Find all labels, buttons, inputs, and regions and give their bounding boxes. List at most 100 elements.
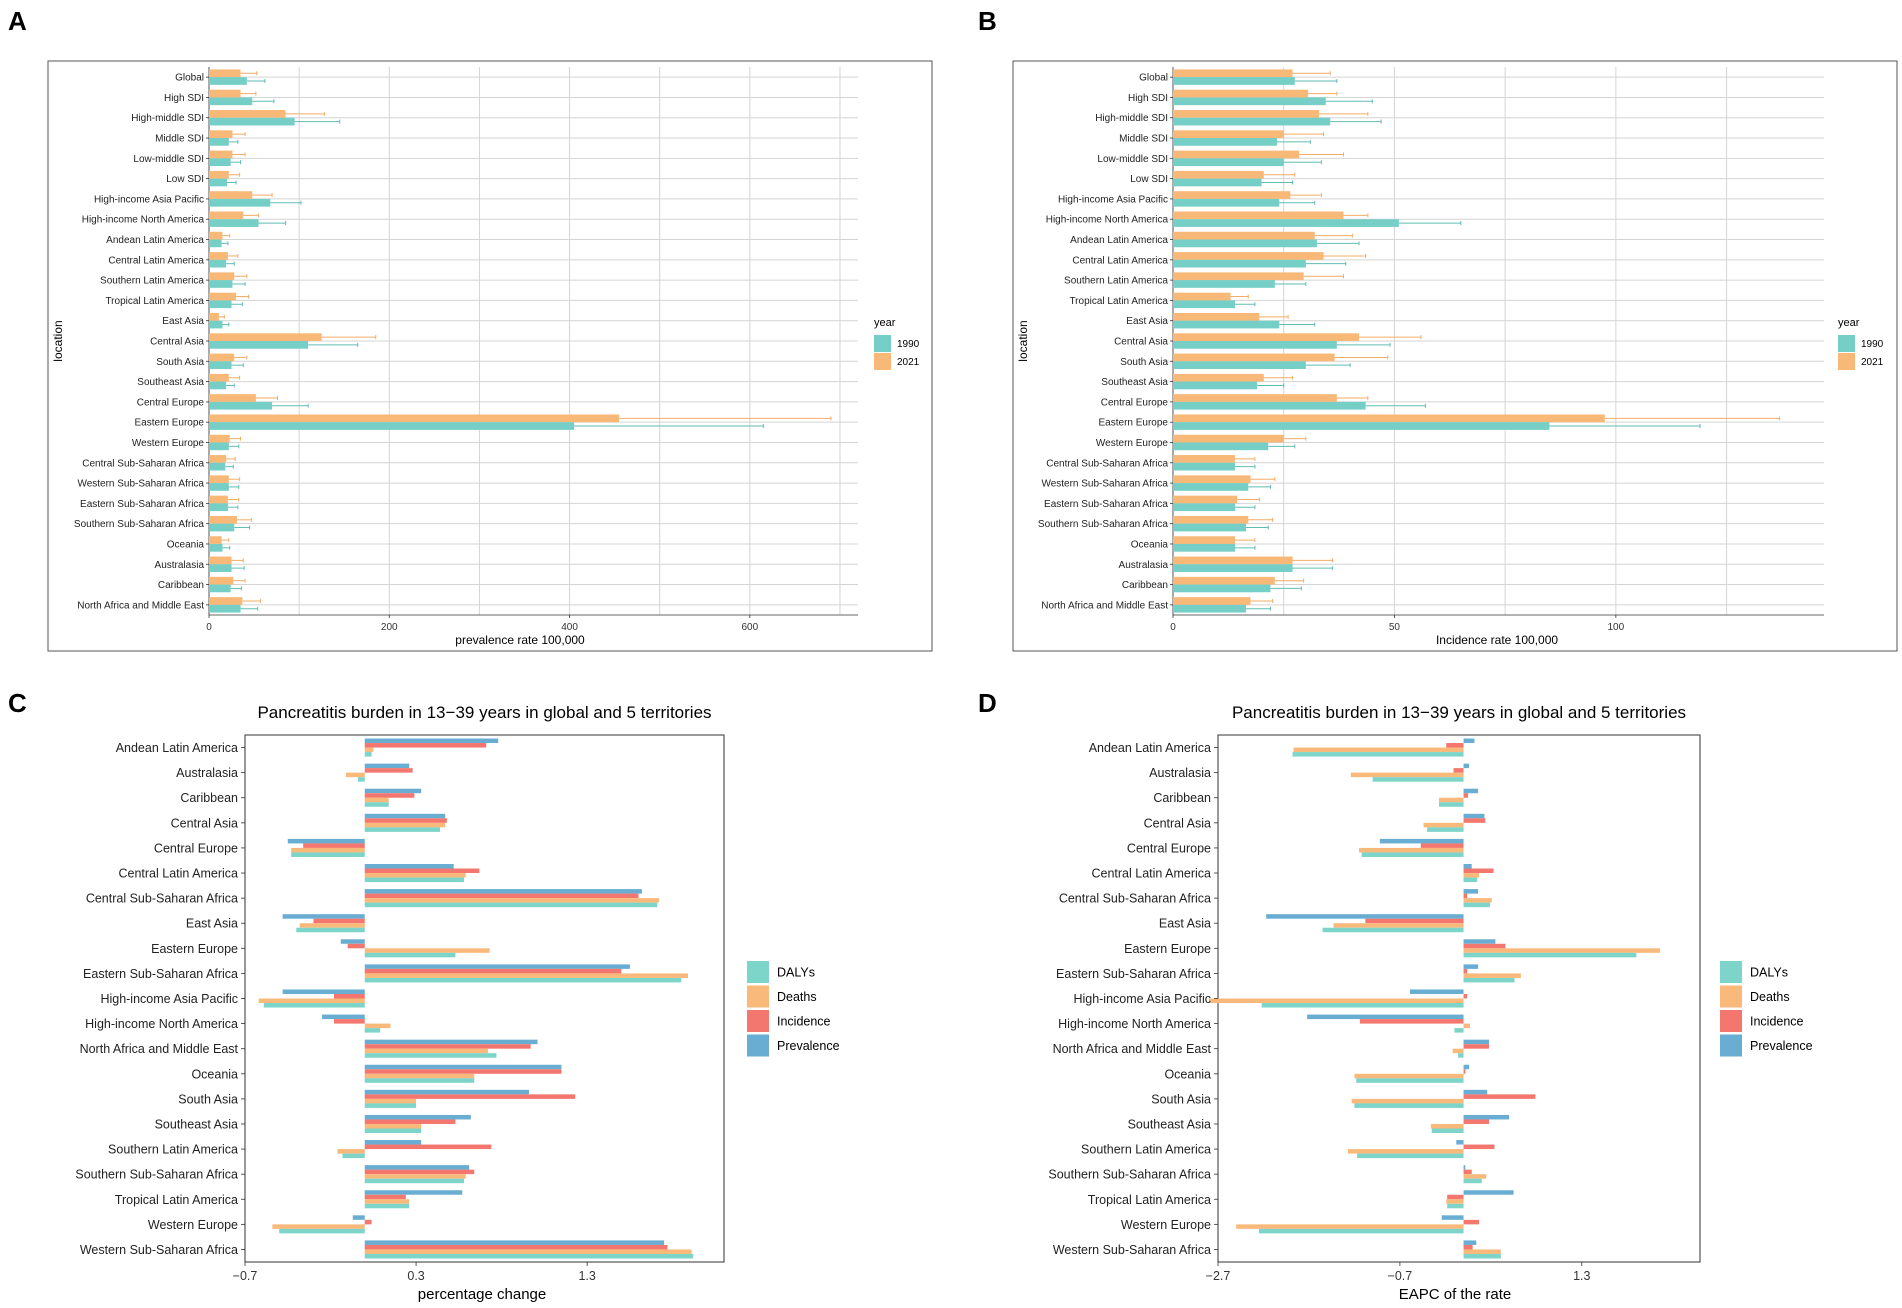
bar-2021-low-sdi — [209, 170, 229, 179]
bar-incidence-central-sub-saharan-africa — [364, 893, 639, 899]
bar-dalys-western-sub-saharan-africa — [1463, 1253, 1501, 1259]
category-label: Tropical Latin America — [105, 296, 204, 307]
bar-prevalence-southern-sub-saharan-africa — [364, 1165, 470, 1170]
category-label: North Africa and Middle East — [80, 1042, 239, 1056]
bar-deaths-oceania — [364, 1073, 475, 1079]
category-label: High-middle SDI — [131, 113, 204, 124]
bar-1990-western-europe — [209, 442, 229, 451]
bar-prevalence-central-latin-america — [364, 863, 454, 869]
bar-1990-australasia — [209, 564, 232, 572]
bar-dalys-central-sub-saharan-africa — [364, 902, 658, 908]
bar-1990-east-asia — [209, 320, 223, 329]
bar-1990-southern-latin-america — [209, 280, 233, 288]
bar-dalys-eastern-europe — [1463, 952, 1637, 958]
category-label: Eastern Europe — [1124, 942, 1211, 956]
panel-frame — [1012, 60, 1898, 652]
bar-dalys-north-africa-and-middle-east — [364, 1053, 497, 1058]
legend-label-1990: 1990 — [1861, 339, 1884, 350]
category-label: Central Europe — [1101, 397, 1169, 408]
bar-2021-central-latin-america — [209, 252, 228, 260]
bar-incidence-western-sub-saharan-africa — [364, 1244, 668, 1250]
bar-deaths-australasia — [1350, 772, 1464, 778]
bar-incidence-central-asia — [364, 818, 447, 823]
bar-prevalence-high-income-north-america — [321, 1014, 365, 1020]
bar-incidence-tropical-latin-america — [364, 1194, 406, 1200]
bar-incidence-central-asia — [1463, 818, 1486, 823]
bar-prevalence-southern-sub-saharan-africa — [1463, 1165, 1466, 1170]
panel-letter: B — [978, 6, 997, 36]
bar-2021-global — [1173, 69, 1293, 78]
bar-dalys-australasia — [357, 777, 365, 782]
x-tick-label: 600 — [741, 622, 758, 633]
category-label: High-income Asia Pacific — [100, 992, 238, 1006]
bar-2021-middle-sdi — [1173, 130, 1284, 139]
bar-deaths-central-latin-america — [364, 873, 466, 878]
bar-1990-north-africa-and-middle-east — [1173, 604, 1247, 613]
bar-1990-eastern-europe — [1173, 422, 1550, 430]
bar-deaths-central-asia — [1423, 822, 1464, 828]
bar-deaths-western-europe — [272, 1224, 365, 1229]
bar-incidence-western-europe — [364, 1219, 372, 1225]
bar-incidence-central-europe — [1420, 843, 1464, 848]
bar-2021-oceania — [209, 536, 222, 544]
category-label: Central Europe — [1127, 841, 1211, 855]
category-label: Southeast Asia — [1128, 1117, 1211, 1131]
bar-2021-low-sdi — [1173, 170, 1264, 179]
x-tick-label: 0.3 — [407, 1269, 424, 1283]
bar-1990-southern-latin-america — [1173, 280, 1275, 288]
bar-2021-high-sdi — [209, 89, 241, 98]
category-label: Low SDI — [166, 174, 204, 185]
bar-incidence-central-sub-saharan-africa — [1463, 893, 1468, 899]
bar-1990-central-latin-america — [1173, 259, 1306, 268]
y-axis-title: location — [1016, 320, 1030, 361]
category-label: Western Sub-Saharan Africa — [77, 479, 204, 490]
category-label: North Africa and Middle East — [1053, 1042, 1212, 1056]
category-label: Caribbean — [1153, 791, 1211, 805]
bar-dalys-eastern-sub-saharan-africa — [1463, 977, 1515, 983]
bar-1990-western-sub-saharan-africa — [1173, 483, 1249, 491]
category-label: Eastern Europe — [135, 418, 205, 429]
category-label: Global — [1139, 73, 1168, 84]
category-label: Eastern Europe — [1099, 418, 1169, 429]
bar-deaths-andean-latin-america — [364, 747, 374, 753]
bar-1990-north-africa-and-middle-east — [209, 604, 241, 613]
category-label: Eastern Europe — [151, 942, 238, 956]
x-axis-title: prevalence rate 100,000 — [455, 633, 585, 647]
bar-prevalence-central-europe — [1379, 838, 1464, 844]
bar-1990-central-asia — [209, 341, 309, 349]
bar-incidence-southern-latin-america — [364, 1144, 492, 1150]
category-label: Western Sub-Saharan Africa — [80, 1243, 238, 1257]
x-tick-label: 0 — [206, 622, 212, 633]
bar-dalys-high-income-asia-pacific — [263, 1003, 365, 1008]
bar-incidence-southeast-asia — [364, 1119, 456, 1124]
category-label: Central Latin America — [1091, 867, 1211, 881]
bar-2021-tropical-latin-america — [209, 292, 237, 301]
bar-incidence-australasia — [1453, 768, 1464, 773]
bar-2021-oceania — [1173, 536, 1235, 544]
bar-1990-low-sdi — [1173, 178, 1262, 187]
bar-dalys-andean-latin-america — [364, 752, 372, 757]
category-label: Australasia — [1119, 560, 1169, 571]
bar-prevalence-eastern-europe — [1463, 939, 1496, 944]
bar-dalys-caribbean — [364, 802, 389, 807]
bar-1990-high-middle-sdi — [209, 117, 295, 126]
category-label: North Africa and Middle East — [77, 600, 204, 611]
bar-deaths-western-europe — [1236, 1224, 1464, 1229]
legend-key-incidence — [747, 1010, 769, 1032]
category-label: Andean Latin America — [116, 741, 238, 755]
bar-prevalence-south-asia — [364, 1089, 529, 1095]
bar-deaths-east-asia — [299, 923, 365, 928]
category-label: Southern Sub-Saharan Africa — [75, 1168, 238, 1182]
bar-dalys-north-africa-and-middle-east — [1458, 1053, 1464, 1058]
bar-deaths-central-sub-saharan-africa — [1463, 898, 1492, 903]
category-label: Southeast Asia — [137, 377, 204, 388]
category-label: Oceania — [191, 1067, 238, 1081]
bar-deaths-caribbean — [364, 797, 389, 803]
bar-2021-central-sub-saharan-africa — [209, 455, 227, 463]
bar-1990-low-middle-sdi — [1173, 158, 1284, 167]
bar-prevalence-central-asia — [1463, 813, 1485, 819]
bar-1990-eastern-sub-saharan-africa — [1173, 503, 1235, 512]
bar-2021-eastern-sub-saharan-africa — [209, 495, 228, 504]
category-label: Global — [175, 73, 204, 84]
